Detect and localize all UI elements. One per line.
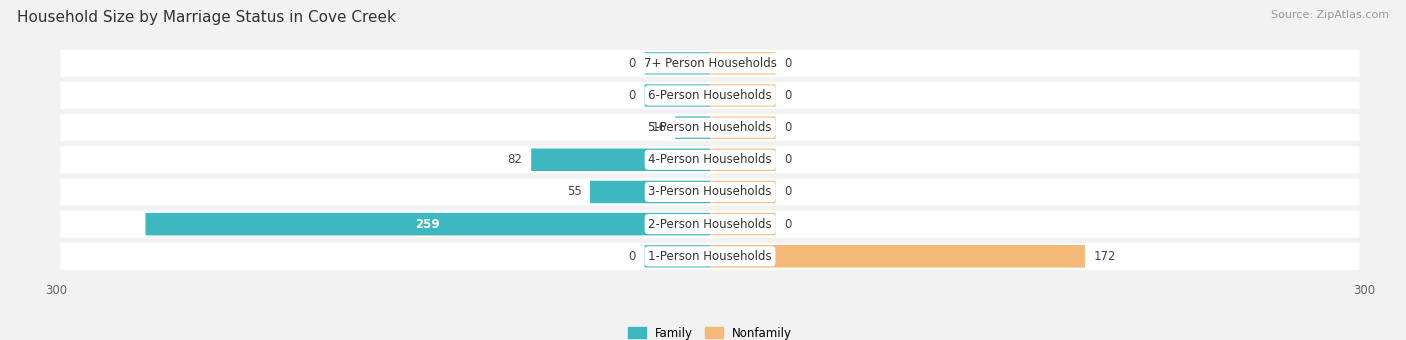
FancyBboxPatch shape [644, 245, 710, 268]
FancyBboxPatch shape [591, 181, 710, 203]
FancyBboxPatch shape [531, 149, 710, 171]
Text: 7+ Person Households: 7+ Person Households [644, 57, 776, 70]
FancyBboxPatch shape [710, 116, 776, 139]
FancyBboxPatch shape [710, 149, 776, 171]
FancyBboxPatch shape [60, 243, 1360, 270]
FancyBboxPatch shape [60, 114, 1360, 141]
Text: 6-Person Households: 6-Person Households [648, 89, 772, 102]
Text: 0: 0 [785, 57, 792, 70]
Text: 0: 0 [628, 250, 636, 263]
FancyBboxPatch shape [710, 84, 776, 107]
FancyBboxPatch shape [675, 116, 710, 139]
Text: 0: 0 [628, 57, 636, 70]
Text: 16: 16 [651, 121, 666, 134]
Text: 3-Person Households: 3-Person Households [648, 185, 772, 199]
Legend: Family, Nonfamily: Family, Nonfamily [628, 326, 792, 340]
Text: 4-Person Households: 4-Person Households [648, 153, 772, 166]
FancyBboxPatch shape [60, 178, 1360, 205]
Text: 0: 0 [785, 121, 792, 134]
Text: Source: ZipAtlas.com: Source: ZipAtlas.com [1271, 10, 1389, 20]
Text: Household Size by Marriage Status in Cove Creek: Household Size by Marriage Status in Cov… [17, 10, 395, 25]
Text: 172: 172 [1094, 250, 1116, 263]
FancyBboxPatch shape [710, 213, 776, 235]
FancyBboxPatch shape [644, 52, 710, 74]
FancyBboxPatch shape [644, 84, 710, 107]
FancyBboxPatch shape [145, 213, 710, 235]
FancyBboxPatch shape [60, 50, 1360, 77]
FancyBboxPatch shape [60, 146, 1360, 173]
Text: 0: 0 [785, 89, 792, 102]
Text: 0: 0 [628, 89, 636, 102]
Text: 1-Person Households: 1-Person Households [648, 250, 772, 263]
Text: 0: 0 [785, 185, 792, 199]
Text: 0: 0 [785, 218, 792, 231]
FancyBboxPatch shape [710, 245, 1085, 268]
FancyBboxPatch shape [710, 52, 776, 74]
Text: 2-Person Households: 2-Person Households [648, 218, 772, 231]
Text: 55: 55 [567, 185, 582, 199]
Text: 5-Person Households: 5-Person Households [648, 121, 772, 134]
FancyBboxPatch shape [710, 181, 776, 203]
Text: 0: 0 [785, 153, 792, 166]
FancyBboxPatch shape [60, 210, 1360, 238]
Text: 82: 82 [508, 153, 523, 166]
FancyBboxPatch shape [60, 82, 1360, 109]
Text: 259: 259 [416, 218, 440, 231]
